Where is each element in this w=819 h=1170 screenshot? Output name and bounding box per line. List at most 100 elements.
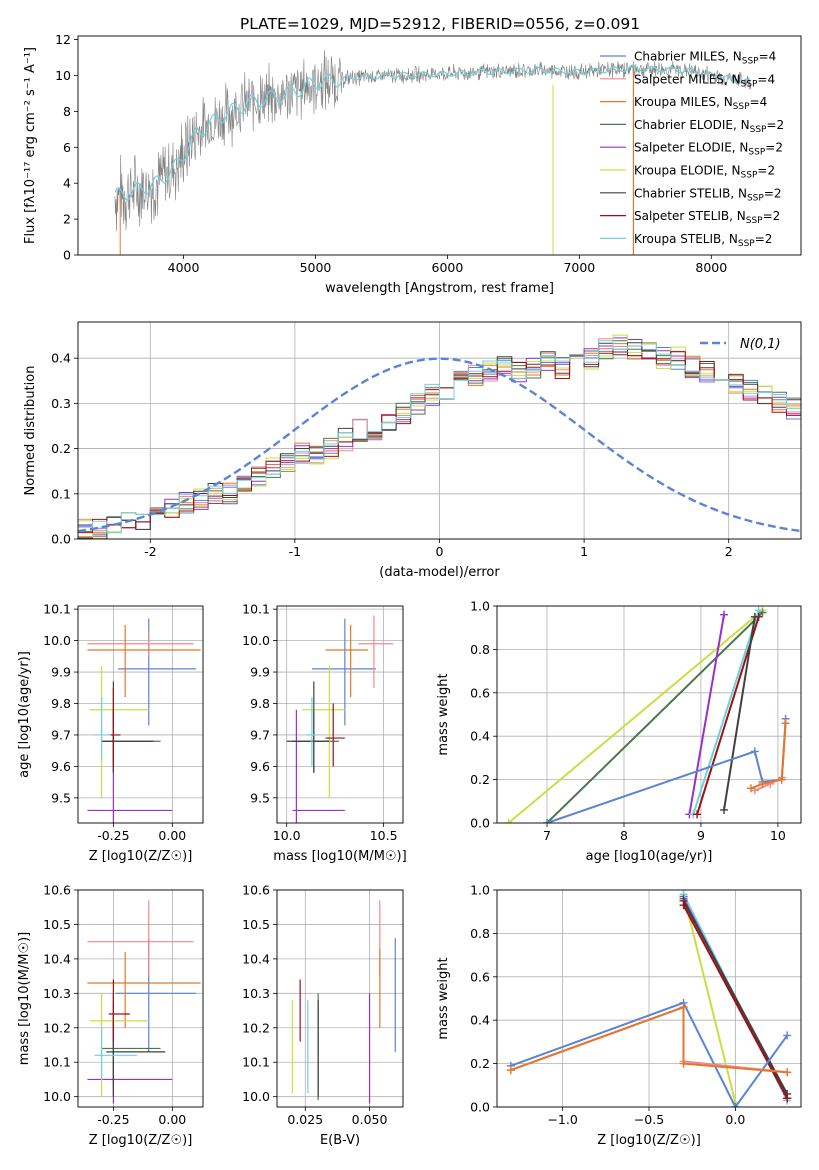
weight-marker [783,1068,792,1077]
legend-label: Salpeter STELIB, NSSP=2 [634,209,780,226]
axes-z-age: -0.25 0.00 9.5 9.6 9.7 9.8 9.9 10.0 10.1 [43,602,203,843]
figure-title: PLATE=1029, MJD=52912, FIBERID=0556, z=0… [240,15,640,33]
weight-marker [781,719,790,728]
legend-label: N(0,1) [740,337,781,352]
weight-marker [679,1003,688,1012]
y-tick-label: 10.4 [43,951,71,966]
weight-marker [750,747,759,756]
x-axis-label: wavelength [Angstrom, rest frame] [325,281,554,296]
axes-frame [77,605,204,824]
y-tick-label: 10.1 [242,602,270,617]
axes-frame [77,35,802,256]
legend-nssp-prefix: , N [724,164,741,178]
legend-model-name: Chabrier ELODIE [634,118,733,132]
weight-marker [720,805,729,814]
y-tick-label: 10.1 [43,1055,71,1070]
y-tick-label: 0 [63,248,71,263]
weight-line [546,611,764,823]
y-tick-label: 0.2 [470,772,490,787]
y-tick-label: 10.3 [242,986,270,1001]
legend-nssp-prefix: , N [729,209,746,223]
legend-nssp-prefix: , N [725,50,742,64]
y-axis-label: mass weight [436,957,451,1039]
y-tick-label: 9.7 [250,727,270,742]
weight-line [507,609,764,823]
x-tick-label: 9 [697,828,705,843]
weight-line [696,616,760,815]
legend-model-name: Salpeter ELODIE [634,141,732,155]
legend-nssp-prefix: , N [724,72,741,86]
weight-line [688,614,725,815]
legend-label: Chabrier ELODIE, NSSP=2 [634,118,784,135]
y-tick-label: 12 [55,32,71,47]
legend-nssp-subscript: SSP [742,57,759,67]
x-tick-label: 0.050 [352,1112,388,1127]
legend-nssp-prefix: , N [732,141,749,155]
x-axis-label: Z [log10(Z/Z☉)] [89,1133,193,1148]
model-spectrum [114,65,752,201]
legend-nssp-subscript: SSP [750,125,767,135]
weight-line [682,900,789,1095]
legend-label: Chabrier MILES, NSSP=4 [634,50,776,67]
x-tick-label: −0.5 [634,1112,664,1127]
y-tick-label: 0.0 [470,1100,490,1115]
y-tick-label: 0.4 [470,1013,490,1028]
y-tick-label: 8 [63,104,71,119]
histogram-9 [78,340,801,539]
x-tick-label: 5000 [300,260,332,275]
x-tick-label: 7000 [563,260,595,275]
legend-model-name: Salpeter MILES [634,72,724,86]
y-tick-label: 0.8 [470,926,490,941]
y-tick-label: 9.5 [250,790,270,805]
weight-marker [731,1103,740,1107]
legend-model-name: Salpeter STELIB [634,209,729,223]
y-tick-label: 10.4 [242,951,270,966]
weight-marker [758,779,767,788]
axes-spectrum: 4000 5000 6000 7000 8000 0 2 4 6 8 10 12 [55,32,727,275]
y-axis-label: mass [log10(M/M☉)] [17,932,32,1065]
x-axis-label: Z [log10(Z/Z☉)] [89,849,193,864]
axes-z-mass: -0.25 0.00 10.0 10.1 10.2 10.3 10.4 10.5 10.6 [43,883,203,1127]
legend-label: Kroupa MILES, NSSP=4 [634,95,767,112]
y-tick-label: 10 [55,68,71,83]
legend-nssp-subscript: SSP [746,216,763,226]
weight-marker [750,612,759,621]
spectrum-lines [114,50,752,255]
weight-marker [783,1094,792,1103]
y-tick-label: 0.2 [470,1056,490,1071]
legend-label: Chabrier STELIB, NSSP=2 [634,186,782,203]
axes-frame [496,889,802,1108]
y-tick-label: 9.8 [250,696,270,711]
weight-line [682,904,789,1099]
legend-nssp-subscript: SSP [733,102,750,112]
y-tick-label: 9.9 [51,665,71,680]
x-tick-label: 10.0 [273,828,301,843]
weight-marker [746,784,755,793]
x-axis-label: E(B-V) [320,1133,360,1148]
axes-frame [276,605,404,824]
weight-marker [543,819,552,823]
y-tick-label: 9.6 [250,759,270,774]
x-tick-label: -0.25 [97,1112,129,1127]
x-tick-label: -2 [144,544,156,559]
x-tick-label: 0 [436,544,444,559]
legend-nssp-prefix: , N [721,232,738,246]
x-axis-label: (data-model)/error [379,565,500,580]
x-tick-label: 7 [543,828,551,843]
errorbars-z-mass [87,900,201,1104]
plots-layer: 4000 5000 6000 7000 8000024681012wavelength … [17,32,802,1148]
x-axis-label: mass [log10(M/M☉)] [273,849,406,864]
legend-nssp-value: 4 [769,50,777,64]
x-tick-label: 8000 [695,260,727,275]
weight-marker [777,775,786,784]
legend-nssp-value: 2 [775,141,783,155]
y-tick-label: 10.0 [43,1089,71,1104]
weight-marker [679,1059,688,1068]
legend-nssp-value: 4 [767,72,775,86]
weight-line [682,894,737,1103]
legend-nssp-eq: = [765,141,775,155]
weight-line [750,723,787,790]
x-tick-label: 10 [770,828,786,843]
